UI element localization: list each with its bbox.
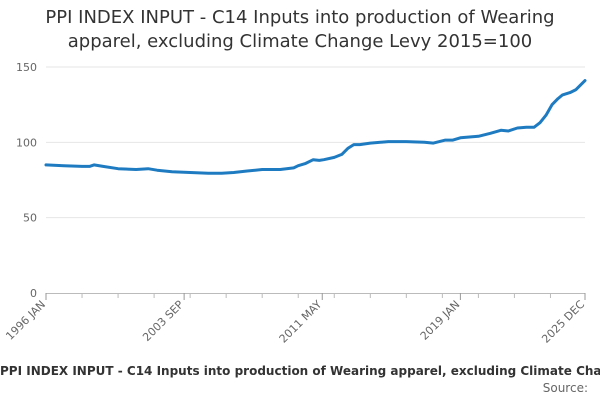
y-tick-label: 150 [16, 61, 37, 74]
chart-title: PPI INDEX INPUT - C14 Inputs into produc… [0, 6, 600, 54]
x-axis [45, 293, 586, 300]
source-label: Source: [542, 381, 588, 395]
x-tick-label: 2011 MAY [277, 298, 325, 346]
legend-item-label[interactable]: PPI INDEX INPUT - C14 Inputs into produc… [0, 364, 600, 378]
y-tick-label: 0 [30, 287, 37, 300]
x-axis-tick-labels: 1996 JAN 2003 SEP 2011 MAY 2019 JAN 2025 DEC [3, 298, 587, 346]
y-tick-label: 50 [23, 212, 37, 225]
chart-title-line-1: PPI INDEX INPUT - C14 Inputs into produc… [45, 7, 555, 28]
y-axis-tick-labels: 0 50 100 150 [16, 61, 37, 300]
x-tick-label: 2003 SEP [140, 298, 186, 344]
x-tick-label: 2019 JAN [418, 298, 463, 343]
gridlines [46, 66, 585, 219]
series-line-0[interactable] [44, 79, 587, 175]
x-tick-label: 2025 DEC [539, 298, 587, 346]
y-tick-label: 100 [16, 136, 37, 149]
series-layer [44, 79, 587, 175]
x-tick-label: 1996 JAN [3, 298, 48, 343]
chart-title-line-2: apparel, excluding Climate Change Levy 2… [67, 31, 533, 52]
legend[interactable]: PPI INDEX INPUT - C14 Inputs into produc… [0, 364, 600, 384]
